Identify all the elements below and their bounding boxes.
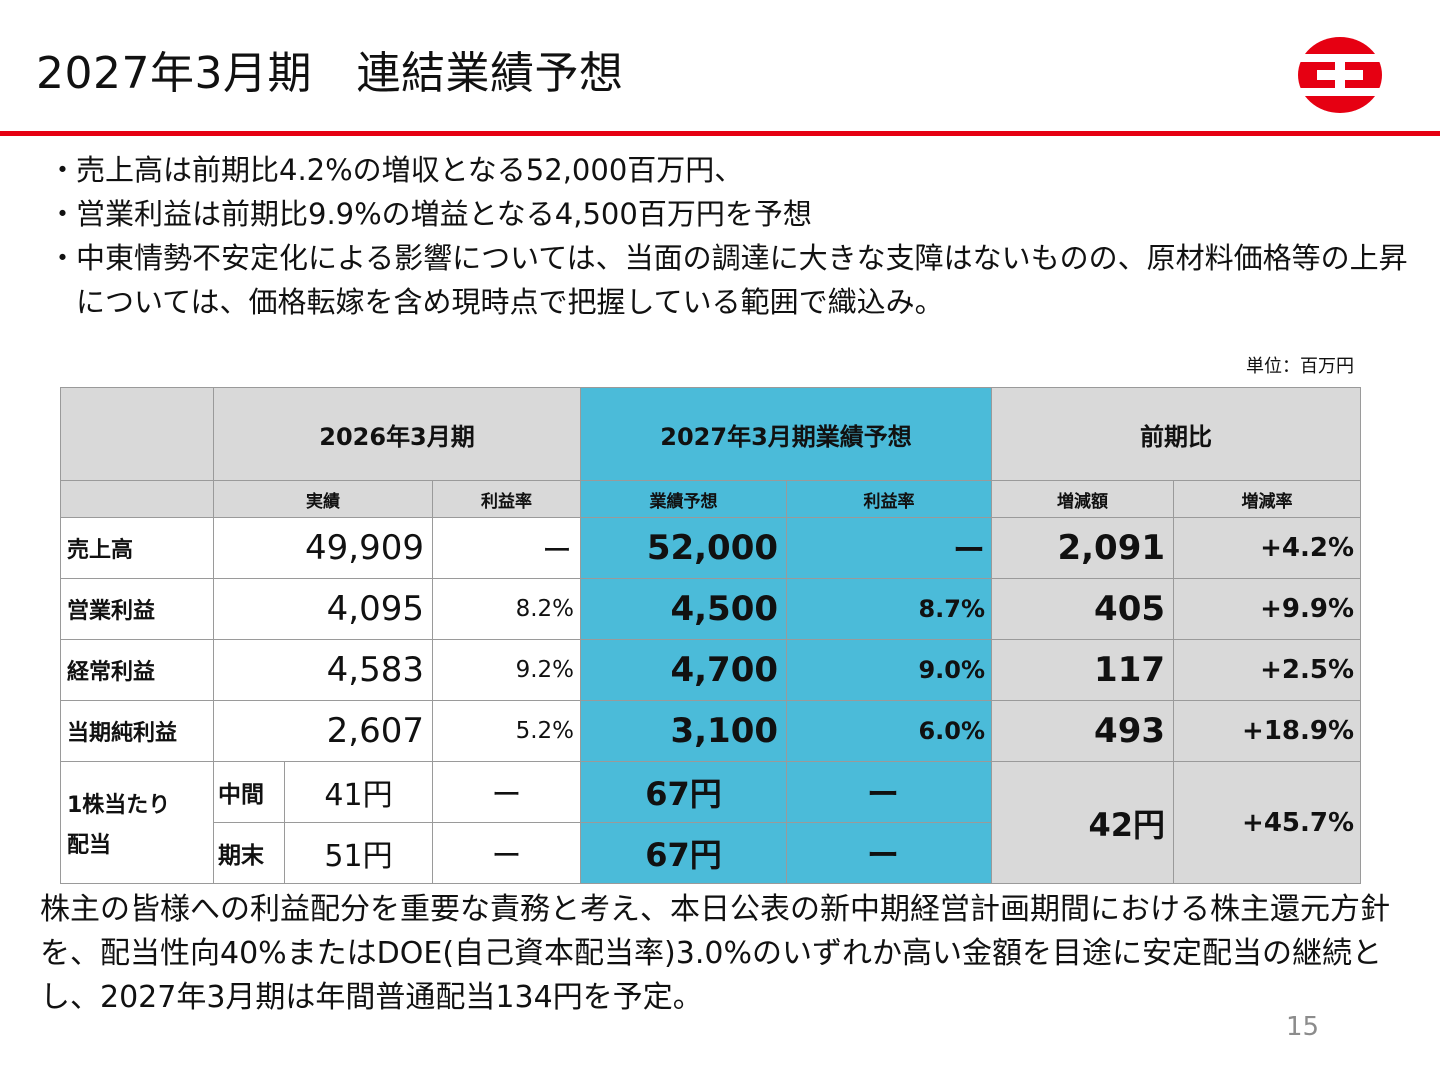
cell-actual: 4,583 (213, 639, 433, 701)
cell-change-rate: +9.9% (1173, 578, 1362, 640)
table-row: 経常利益 4,583 9.2% 4,700 9.0% 117 +2.5% (60, 639, 1362, 701)
company-logo-icon (1297, 37, 1383, 113)
bullet-item: ・ 営業利益は前期比9.9%の増益となる4,500百万円を予想 (48, 192, 1418, 236)
bullet-mark: ・ (48, 241, 78, 275)
cell-dividend-change: 42円 (991, 761, 1175, 884)
table-row-dividend-yearend: 配当 期末 51円 ー 67円 ー (60, 822, 1361, 884)
cell-forecast-margin: ー (786, 517, 993, 579)
header-corner (60, 387, 214, 481)
header-forecast: 2027年3月期業績予想 (580, 387, 993, 481)
cell-forecast: 52,000 (580, 517, 788, 579)
bullet-mark: ・ (48, 153, 78, 187)
header-divider (0, 131, 1440, 136)
bullet-text: 中東情勢不安定化による影響については、当面の調達に大きな支障はないものの、原材料… (76, 241, 1408, 319)
cell-actual: 51円 (284, 822, 433, 884)
cell-margin: 5.2% (431, 700, 582, 762)
table-row: 営業利益 4,095 8.2% 4,500 8.7% 405 +9.9% (60, 578, 1362, 640)
cell-change: 117 (991, 639, 1175, 701)
table-row: 当期純利益 2,607 5.2% 3,100 6.0% 493 +18.9% (60, 700, 1362, 762)
cell-actual: 2,607 (213, 700, 433, 762)
cell-forecast-margin: 8.7% (786, 578, 993, 640)
cell-margin: 9.2% (431, 639, 582, 701)
cell-forecast: 4,700 (580, 639, 788, 701)
header-comparison: 前期比 (991, 387, 1362, 481)
dividend-label-line1: 1株当たり (60, 761, 214, 823)
cell-change: 493 (991, 700, 1175, 762)
table-header-row: 2026年3月期 2027年3月期業績予想 前期比 (60, 387, 1362, 481)
subheader-corner (60, 480, 214, 518)
forecast-table: 2026年3月期 2027年3月期業績予想 前期比 実績 利益率 業績予想 利益… (60, 387, 1362, 884)
cell-forecast-margin: 9.0% (786, 639, 993, 701)
dividend-sub-label: 中間 (213, 761, 285, 823)
cell-change: 2,091 (991, 517, 1175, 579)
table-subheader-row: 実績 利益率 業績予想 利益率 増減額 増減率 (60, 480, 1362, 518)
bullet-text: 売上高は前期比4.2%の増収となる52,000百万円、 (76, 153, 744, 187)
row-label: 経常利益 (60, 639, 214, 701)
cell-margin: ー (431, 761, 582, 823)
table-row: 売上高 49,909 ー 52,000 ー 2,091 +4.2% (60, 517, 1362, 579)
subheader-change: 増減額 (991, 480, 1175, 518)
cell-change: 405 (991, 578, 1175, 640)
cell-forecast-margin: ー (786, 761, 993, 823)
cell-actual: 49,909 (213, 517, 433, 579)
bullet-item: ・ 売上高は前期比4.2%の増収となる52,000百万円、 (48, 148, 1418, 192)
cell-change-rate: +18.9% (1173, 700, 1362, 762)
bullet-item: ・ 中東情勢不安定化による影響については、当面の調達に大きな支障はないものの、原… (48, 236, 1418, 324)
cell-forecast: 67円 (580, 761, 788, 823)
bullet-text: 営業利益は前期比9.9%の増益となる4,500百万円を予想 (76, 197, 812, 231)
cell-actual: 4,095 (213, 578, 433, 640)
table-row-dividend-interim: 1株当たり 中間 41円 ー 67円 ー 42円 +45.7% (60, 761, 1362, 884)
dividend-policy-text: 株主の皆様への利益配分を重要な責務と考え、本日公表の新中期経営計画期間における株… (40, 892, 1390, 1015)
page-number: 15 (1286, 1012, 1320, 1042)
cell-forecast-margin: ー (786, 822, 993, 884)
cell-margin: 8.2% (431, 578, 582, 640)
cell-dividend-change-rate: +45.7% (1173, 761, 1362, 884)
row-label: 営業利益 (60, 578, 214, 640)
cell-change-rate: +4.2% (1173, 517, 1362, 579)
subheader-forecast-margin: 利益率 (786, 480, 993, 518)
subheader-actual: 実績 (213, 480, 433, 518)
cell-change-rate: +2.5% (1173, 639, 1362, 701)
page-title: 2027年3月期 連結業績予想 (36, 48, 624, 99)
dividend-sub-label: 期末 (213, 822, 285, 884)
cell-margin: ー (431, 517, 582, 579)
subheader-forecast: 業績予想 (580, 480, 788, 518)
bullet-mark: ・ (48, 197, 78, 231)
cell-forecast: 67円 (580, 822, 788, 884)
unit-label: 単位：百万円 (1246, 356, 1354, 377)
cell-forecast: 4,500 (580, 578, 788, 640)
bullet-list: ・ 売上高は前期比4.2%の増収となる52,000百万円、 ・ 営業利益は前期比… (48, 148, 1418, 324)
cell-forecast: 3,100 (580, 700, 788, 762)
cell-margin: ー (431, 822, 582, 884)
row-label: 当期純利益 (60, 700, 214, 762)
dividend-label-line2: 配当 (60, 822, 214, 884)
cell-actual: 41円 (284, 761, 433, 823)
subheader-change-rate: 増減率 (1173, 480, 1362, 518)
row-label: 売上高 (60, 517, 214, 579)
subheader-margin: 利益率 (431, 480, 582, 518)
cell-forecast-margin: 6.0% (786, 700, 993, 762)
header-prev-period: 2026年3月期 (212, 387, 582, 481)
